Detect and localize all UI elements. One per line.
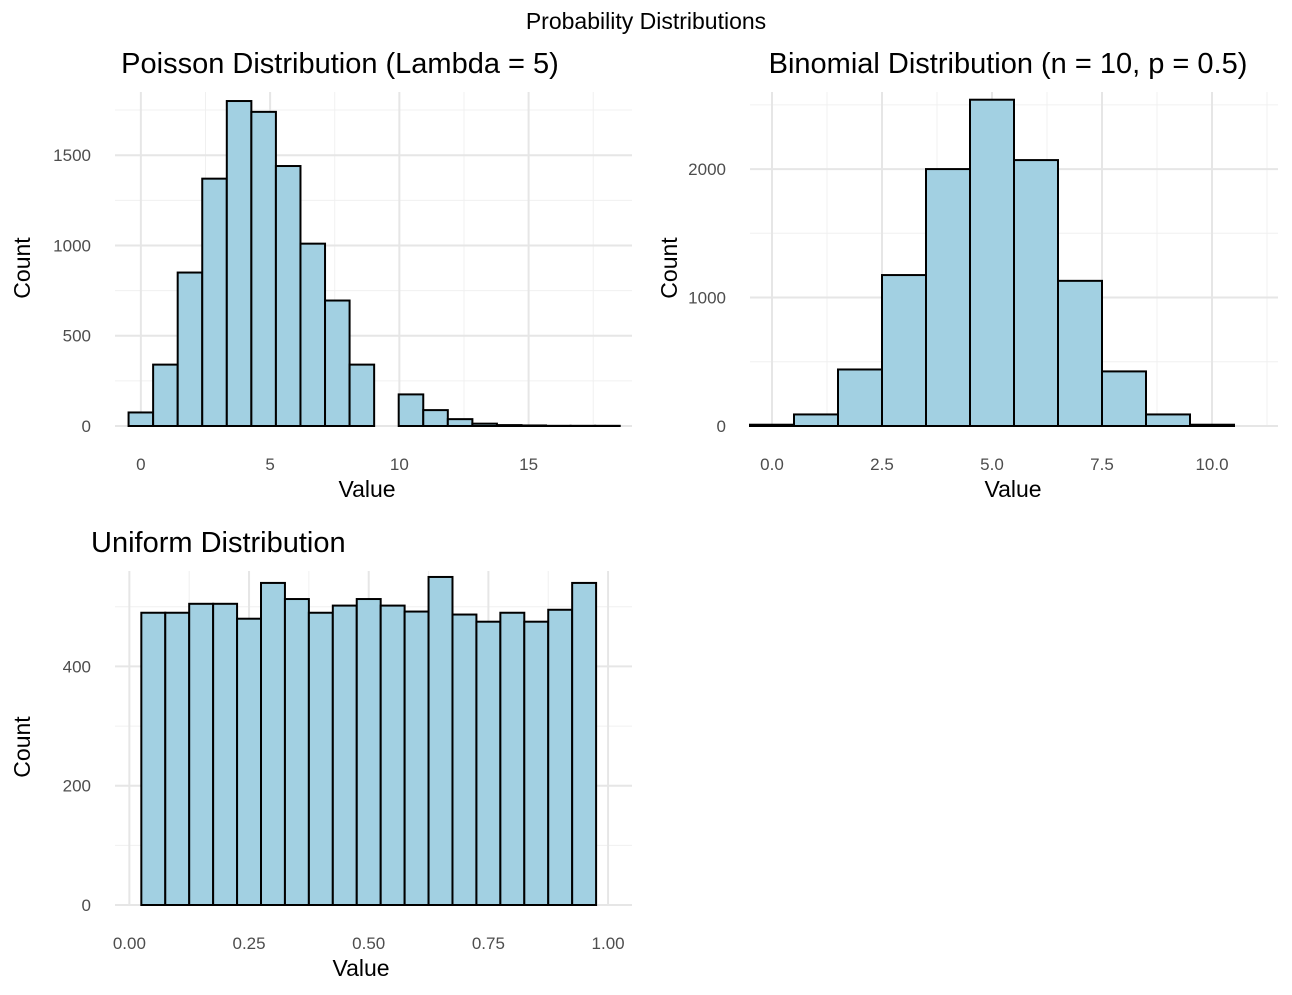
histogram-bar-poisson — [152, 363, 179, 427]
histogram-bar-binomial — [969, 98, 1015, 427]
y-axis-label-poisson: Count — [9, 237, 35, 299]
histogram-bar-uniform — [523, 620, 550, 906]
x-tick-label-binomial: 2.5 — [870, 455, 894, 474]
y-axis-label-binomial: Count — [656, 237, 682, 299]
y-tick-label-poisson: 1500 — [53, 146, 91, 165]
histogram-bar-uniform — [260, 581, 286, 907]
histogram-bar-binomial — [1101, 370, 1147, 427]
histogram-bar-poisson — [176, 271, 204, 427]
y-tick-label-poisson: 1000 — [53, 236, 91, 255]
x-tick-label-uniform: 1.00 — [592, 934, 625, 953]
histogram-bar-uniform — [188, 602, 215, 907]
histogram-bar-uniform — [379, 604, 406, 906]
y-tick-label-uniform: 0 — [82, 896, 91, 915]
histogram-bar-binomial — [1189, 423, 1235, 428]
histogram-bar-uniform — [547, 608, 574, 907]
panel-title-binomial: Binomial Distribution (n = 10, p = 0.5) — [769, 48, 1248, 80]
x-axis-label-poisson: Value — [338, 476, 395, 502]
y-tick-label-binomial: 0 — [717, 417, 726, 436]
histogram-bar-poisson — [250, 110, 277, 427]
main-title: Probability Distributions — [526, 8, 766, 34]
histogram-bar-uniform — [427, 575, 454, 906]
histogram-bar-uniform — [283, 598, 310, 907]
x-tick-label-uniform: 0.00 — [113, 934, 146, 953]
histogram-bar-uniform — [164, 611, 191, 906]
y-tick-label-uniform: 200 — [63, 777, 91, 796]
y-tick-label-binomial: 1000 — [688, 289, 726, 308]
x-axis-label-binomial: Value — [984, 476, 1041, 502]
histogram-bar-poisson — [274, 165, 302, 428]
histogram-bar-poisson — [520, 424, 548, 427]
y-tick-label-binomial: 2000 — [688, 160, 726, 179]
y-tick-label-poisson: 500 — [63, 327, 91, 346]
x-tick-label-poisson: 10 — [390, 455, 409, 474]
histogram-bar-binomial — [1013, 159, 1059, 427]
plot-area-poisson: 0 5 10 15 0 500 1000 1500 — [53, 92, 632, 474]
histogram-bar-binomial — [749, 423, 795, 428]
y-tick-label-uniform: 400 — [63, 657, 91, 676]
panel-title-poisson: Poisson Distribution (Lambda = 5) — [121, 48, 559, 80]
histogram-bar-poisson — [348, 363, 376, 427]
histogram-bar-poisson — [299, 242, 327, 427]
histogram-bar-poisson — [324, 299, 351, 427]
histogram-bar-uniform — [355, 598, 382, 907]
y-axis-label-uniform: Count — [9, 716, 35, 778]
histogram-bar-uniform — [331, 604, 358, 906]
histogram-bar-poisson — [422, 409, 449, 427]
histogram-bar-uniform — [451, 613, 478, 907]
panel-poisson: Poisson Distribution (Lambda = 5) 0 5 10 15… — [9, 48, 632, 502]
x-tick-label-binomial: 0.0 — [760, 455, 784, 474]
x-tick-label-binomial: 10.0 — [1195, 455, 1228, 474]
histogram-bar-binomial — [881, 274, 927, 427]
plot-area-uniform: 0.00 0.25 0.50 0.75 1.00 0 200 400 — [63, 571, 632, 953]
x-axis-label-uniform: Value — [332, 955, 389, 981]
histogram-bar-uniform — [140, 611, 167, 906]
x-tick-label-binomial: 7.5 — [1090, 455, 1114, 474]
histogram-bar-binomial — [793, 413, 839, 428]
histogram-bar-poisson — [495, 424, 523, 427]
histogram-bar-uniform — [307, 611, 334, 906]
x-tick-label-binomial: 5.0 — [980, 455, 1004, 474]
histogram-bar-poisson — [471, 422, 498, 428]
x-tick-label-poisson: 5 — [265, 455, 274, 474]
histogram-bar-binomial — [925, 168, 971, 427]
histogram-bar-uniform — [499, 611, 526, 906]
histogram-bar-poisson — [397, 393, 425, 427]
histogram-bar-poisson — [446, 418, 474, 428]
x-tick-label-uniform: 0.25 — [232, 934, 265, 953]
histogram-bar-poisson — [201, 177, 228, 427]
histogram-bar-uniform — [571, 581, 598, 907]
histogram-bar-uniform — [236, 617, 263, 906]
histogram-bar-uniform — [212, 602, 239, 907]
panel-title-uniform: Uniform Distribution — [91, 527, 346, 559]
histogram-bar-binomial — [837, 368, 883, 428]
panel-binomial: Binomial Distribution (n = 10, p = 0.5) … — [656, 48, 1278, 502]
histogram-bar-uniform — [475, 620, 502, 906]
histogram-bar-binomial — [1057, 279, 1103, 428]
x-tick-label-poisson: 15 — [519, 455, 538, 474]
x-tick-label-uniform: 0.50 — [352, 934, 385, 953]
y-tick-label-poisson: 0 — [82, 417, 91, 436]
histogram-bar-binomial — [1145, 413, 1191, 428]
histogram-bar-uniform — [403, 610, 430, 906]
histogram-bar-poisson — [127, 411, 155, 428]
panel-uniform: Uniform Distribution 0.00 0.25 0.50 0.75 1.0… — [9, 527, 632, 981]
plot-area-binomial: 0.0 2.5 5.0 7.5 10.0 0 1000 2000 — [688, 92, 1278, 474]
histogram-bar-poisson — [225, 100, 253, 427]
x-tick-label-poisson: 0 — [136, 455, 145, 474]
x-tick-label-uniform: 0.75 — [472, 934, 505, 953]
